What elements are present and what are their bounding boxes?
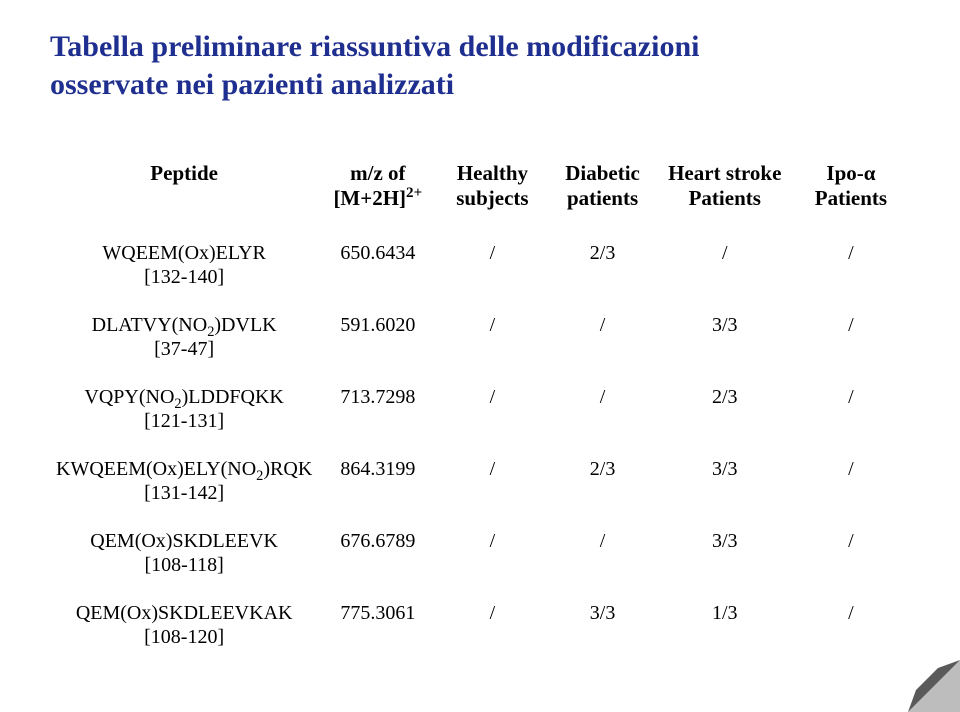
cell-diabetic: 3/3	[547, 601, 657, 673]
col-healthy: Healthy subjects	[437, 161, 547, 241]
cell-mz: 676.6789	[318, 529, 437, 601]
cell-healthy: /	[437, 529, 547, 601]
peptide-range: [37-47]	[56, 337, 312, 361]
table-row: WQEEM(Ox)ELYR[132-140]650.6434/2/3//	[50, 241, 910, 313]
cell-ipo: /	[792, 457, 910, 529]
cell-diabetic: /	[547, 385, 657, 457]
cell-healthy: /	[437, 601, 547, 673]
title-line-1: Tabella preliminare riassuntiva delle mo…	[50, 30, 699, 63]
cell-diabetic: 2/3	[547, 241, 657, 313]
table-body: WQEEM(Ox)ELYR[132-140]650.6434/2/3//DLAT…	[50, 241, 910, 673]
cell-diabetic: /	[547, 313, 657, 385]
cell-ipo: /	[792, 601, 910, 673]
cell-heart: 3/3	[658, 457, 792, 529]
cell-peptide: QEM(Ox)SKDLEEVK[108-118]	[50, 529, 318, 601]
cell-healthy: /	[437, 385, 547, 457]
cell-ipo: /	[792, 385, 910, 457]
col-mz: m/z of [M+2H]2+	[318, 161, 437, 241]
table-row: QEM(Ox)SKDLEEVKAK[108-120]775.3061/3/31/…	[50, 601, 910, 673]
peptide-range: [132-140]	[56, 265, 312, 289]
cell-diabetic: /	[547, 529, 657, 601]
col-diabetic: Diabetic patients	[547, 161, 657, 241]
peptide-range: [131-142]	[56, 481, 312, 505]
cell-ipo: /	[792, 529, 910, 601]
cell-peptide: VQPY(NO2)LDDFQKK[121-131]	[50, 385, 318, 457]
cell-mz: 650.6434	[318, 241, 437, 313]
table-header: Peptide m/z of [M+2H]2+ Healthy subjects…	[50, 161, 910, 241]
cell-ipo: /	[792, 241, 910, 313]
page-corner-icon	[908, 660, 960, 712]
cell-peptide: DLATVY(NO2)DVLK[37-47]	[50, 313, 318, 385]
col-ipo: Ipo-α Patients	[792, 161, 910, 241]
slide: Tabella preliminare riassuntiva delle mo…	[0, 0, 960, 712]
cell-heart: 1/3	[658, 601, 792, 673]
cell-healthy: /	[437, 457, 547, 529]
table-row: QEM(Ox)SKDLEEVK[108-118]676.6789//3/3/	[50, 529, 910, 601]
title-line-2: osservate nei pazienti analizzati	[50, 68, 454, 101]
cell-peptide: WQEEM(Ox)ELYR[132-140]	[50, 241, 318, 313]
cell-heart: 2/3	[658, 385, 792, 457]
cell-heart: /	[658, 241, 792, 313]
cell-healthy: /	[437, 313, 547, 385]
cell-ipo: /	[792, 313, 910, 385]
slide-title: Tabella preliminare riassuntiva delle mo…	[50, 28, 910, 103]
cell-peptide: QEM(Ox)SKDLEEVKAK[108-120]	[50, 601, 318, 673]
cell-healthy: /	[437, 241, 547, 313]
peptide-range: [108-120]	[56, 625, 312, 649]
peptide-range: [108-118]	[56, 553, 312, 577]
table-row: VQPY(NO2)LDDFQKK[121-131]713.7298//2/3/	[50, 385, 910, 457]
cell-mz: 864.3199	[318, 457, 437, 529]
cell-peptide: KWQEEM(Ox)ELY(NO2)RQK[131-142]	[50, 457, 318, 529]
cell-mz: 775.3061	[318, 601, 437, 673]
peptide-range: [121-131]	[56, 409, 312, 433]
cell-mz: 713.7298	[318, 385, 437, 457]
cell-mz: 591.6020	[318, 313, 437, 385]
cell-heart: 3/3	[658, 313, 792, 385]
data-table: Peptide m/z of [M+2H]2+ Healthy subjects…	[50, 161, 910, 673]
col-heart: Heart stroke Patients	[658, 161, 792, 241]
cell-heart: 3/3	[658, 529, 792, 601]
col-peptide: Peptide	[50, 161, 318, 241]
table-row: KWQEEM(Ox)ELY(NO2)RQK[131-142]864.3199/2…	[50, 457, 910, 529]
table-row: DLATVY(NO2)DVLK[37-47]591.6020//3/3/	[50, 313, 910, 385]
cell-diabetic: 2/3	[547, 457, 657, 529]
